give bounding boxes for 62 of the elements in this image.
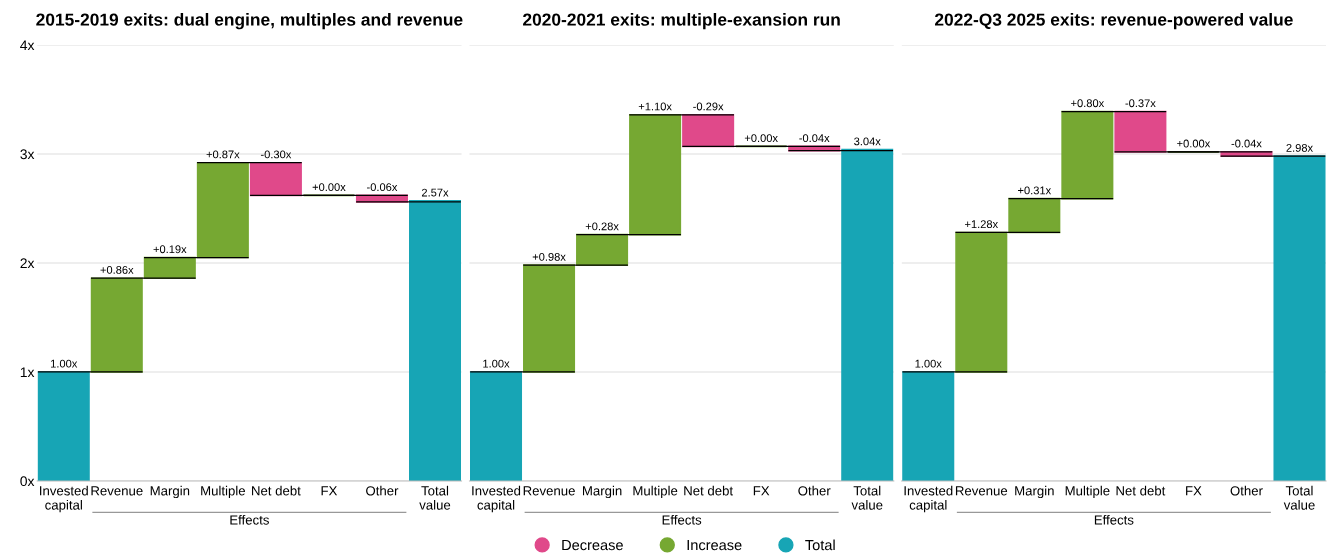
x-tick-label: Other [366,485,399,496]
text: Effects [662,514,702,525]
x-tick-label: Multiple [633,485,678,499]
x-tick-label: FX [753,486,770,496]
data-label: 1.00x [483,359,510,368]
x-tick-label: Net debt [1116,485,1166,496]
x-tick-label: Margin [582,485,622,499]
data-label: -0.06x [367,183,398,192]
data-label: -0.30x [260,150,292,159]
x-tick-label: Multiple [201,485,246,499]
data-label: -0.29x [693,102,724,111]
data-label: +0.19x [153,245,187,254]
chart-title: 2022-Q3 2025 exits: revenue-powered value [935,13,1293,30]
data-label: +0.31x [1018,186,1052,195]
data-label: +0.86x [100,266,134,274]
legend-label: Decrease [562,540,623,551]
x-tick-label: Revenue [91,486,143,496]
x-tick-label: Revenue [523,486,575,496]
data-label: +0.00x [312,183,346,192]
data-label: +0.98x [532,252,566,261]
text: Effects [1094,514,1134,525]
data-label: -0.04x [1231,139,1262,148]
x-tick-label: Total value [851,485,883,510]
x-tick-label: Multiple [1065,485,1110,499]
y-tick-label: 4x [20,40,35,51]
data-label: +0.00x [1177,139,1211,148]
text: Effects [230,514,269,525]
x-tick-label: Margin [1015,485,1054,499]
legend-label: Increase [687,540,742,551]
x-tick-label: Invested capital [40,485,88,513]
chart-title: 2020-2021 exits: multiple-exansion run [523,13,840,30]
x-tick-label: Margin [150,485,190,499]
data-label: +1.28x [965,220,999,229]
x-tick-label: Revenue [955,486,1008,496]
x-tick-label: FX [1186,486,1202,496]
x-tick-label: Invested capital [472,485,521,513]
x-tick-label: Net debt [252,485,301,496]
data-label: 1.00x [915,359,942,368]
x-tick-label: Net debt [684,485,733,496]
x-tick-label: FX [321,486,338,496]
data-label: +1.10x [638,102,672,111]
x-tick-label: Invested capital [904,485,953,513]
y-tick-label: 2x [20,258,35,269]
data-label: 3.04x [854,137,881,146]
data-label: 1.00x [51,359,78,368]
data-label: -0.37x [1125,99,1156,108]
data-label: +0.28x [585,222,619,231]
y-tick-label: 1x [20,367,35,377]
data-label: +0.00x [744,134,778,143]
y-tick-label: 0x [20,476,35,487]
chart-title: 2015-2019 exits: dual engine, multiples and revenue [36,13,463,30]
x-tick-label: Total value [1283,485,1315,510]
data-label: 2.98x [1286,143,1313,152]
x-tick-label: Total value [419,485,451,510]
x-tick-label: Other [798,485,831,496]
legend-label: Total [805,539,835,551]
data-label: -0.04x [799,134,830,143]
data-label: +0.80x [1071,99,1105,108]
y-tick-label: 3x [20,149,35,160]
data-label: 2.57x [421,188,449,197]
x-tick-label: Other [1230,485,1263,496]
data-label: +0.87x [206,150,240,159]
